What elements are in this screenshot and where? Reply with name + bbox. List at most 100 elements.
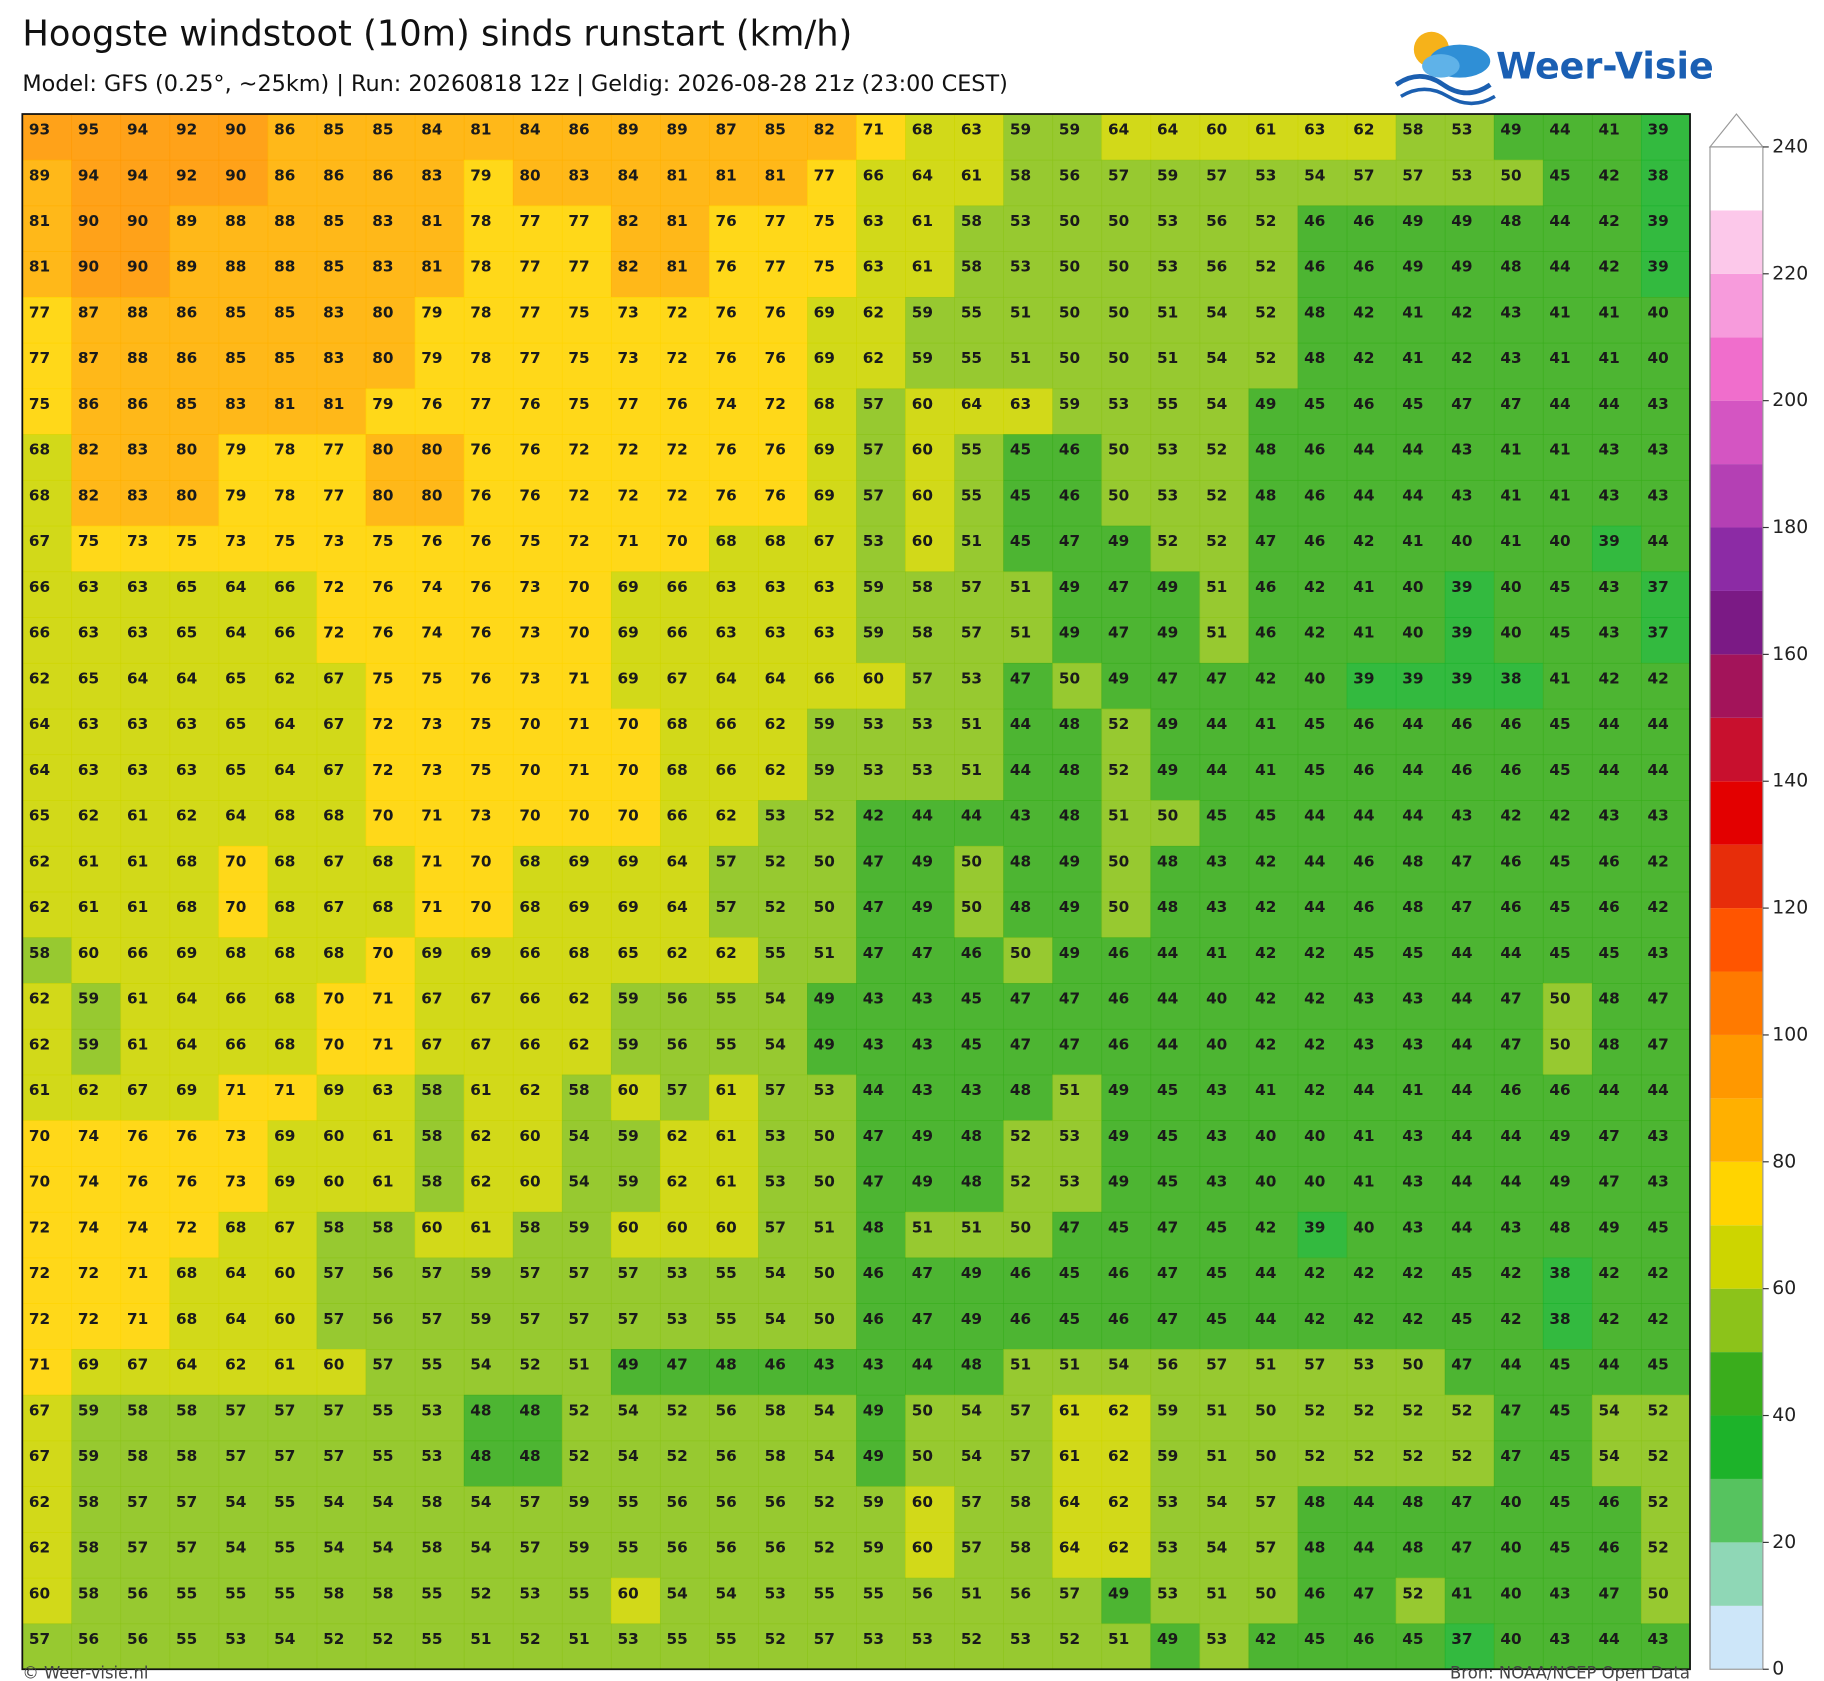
wind-value: 52: [1648, 1493, 1669, 1511]
wind-value: 47: [863, 852, 884, 870]
wind-value: 43: [1402, 1127, 1423, 1145]
wind-cell: [1003, 1486, 1054, 1533]
wind-cell: [218, 1486, 269, 1533]
wind-cell: [169, 1303, 220, 1350]
wind-cell: [709, 1257, 759, 1305]
wind-value: 52: [1010, 1173, 1031, 1191]
wind-value: 65: [225, 669, 246, 687]
wind-cell: [512, 571, 563, 618]
wind-cell: [709, 1303, 759, 1350]
wind-cell: [463, 1028, 514, 1076]
wind-cell: [1101, 296, 1152, 344]
wind-cell: [1542, 434, 1593, 481]
wind-cell: [709, 1349, 759, 1396]
wind-value: 40: [1206, 990, 1227, 1008]
wind-cell: [169, 845, 220, 893]
colorbar-band: [1710, 1605, 1763, 1670]
wind-value: 42: [1402, 1310, 1423, 1328]
wind-value: 68: [716, 532, 737, 550]
wind-value: 41: [1549, 669, 1570, 687]
wind-value: 69: [814, 441, 835, 459]
wind-value: 48: [1010, 852, 1031, 870]
wind-value: 59: [912, 349, 933, 367]
wind-value: 80: [372, 486, 393, 504]
wind-value: 59: [470, 1264, 491, 1282]
wind-value: 73: [225, 532, 246, 550]
wind-cell: [1101, 1440, 1152, 1487]
wind-cell: [1444, 1257, 1495, 1305]
wind-value: 40: [1648, 349, 1669, 367]
wind-cell: [512, 1532, 563, 1579]
wind-value: 94: [127, 166, 148, 184]
wind-value: 56: [372, 1264, 393, 1282]
wind-value: 48: [716, 1356, 737, 1374]
wind-value: 63: [78, 624, 99, 642]
wind-cell: [512, 754, 563, 801]
wind-cell: [1297, 1349, 1348, 1396]
wind-cell: [1591, 754, 1642, 801]
wind-value: 66: [519, 944, 540, 962]
wind-value: 58: [421, 1173, 442, 1191]
wind-cell: [905, 342, 955, 390]
wind-cell: [1493, 891, 1544, 939]
colorbar-band: [1710, 146, 1763, 211]
wind-cell: [610, 114, 661, 161]
wind-cell: [1003, 1028, 1054, 1076]
wind-cell: [218, 1440, 269, 1487]
wind-value: 49: [1157, 715, 1178, 733]
wind-cell: [1640, 1166, 1691, 1213]
wind-cell: [1003, 1211, 1054, 1259]
wind-cell: [561, 296, 612, 344]
wind-value: 63: [961, 121, 982, 139]
wind-cell: [807, 1074, 857, 1122]
wind-value: 79: [421, 349, 442, 367]
wind-value: 53: [667, 1310, 688, 1328]
wind-value: 61: [274, 1356, 295, 1374]
wind-value: 55: [961, 486, 982, 504]
wind-cell: [1101, 205, 1152, 252]
wind-value: 53: [1059, 1173, 1080, 1191]
wind-value: 60: [617, 1081, 638, 1099]
wind-value: 55: [716, 1630, 737, 1648]
wind-value: 56: [716, 1493, 737, 1511]
wind-cell: [120, 159, 171, 207]
wind-value: 53: [1108, 395, 1129, 413]
wind-value: 47: [667, 1356, 688, 1374]
wind-value: 42: [1255, 1630, 1276, 1648]
colorbar-band: [1710, 1478, 1763, 1543]
wind-cell: [1101, 983, 1152, 1030]
wind-cell: [856, 1486, 906, 1533]
wind-cell: [856, 479, 906, 527]
wind-value: 44: [1451, 990, 1472, 1008]
wind-cell: [71, 159, 122, 207]
wind-cell: [414, 114, 465, 161]
wind-value: 40: [1304, 1127, 1325, 1145]
wind-cell: [1395, 845, 1446, 893]
wind-value: 74: [421, 578, 442, 596]
wind-value: 47: [1059, 532, 1080, 550]
wind-value: 55: [1157, 395, 1178, 413]
wind-cell: [1395, 1303, 1446, 1350]
wind-cell: [856, 1440, 906, 1487]
wind-value: 85: [274, 349, 295, 367]
wind-cell: [1052, 1577, 1103, 1625]
wind-cell: [905, 1257, 955, 1305]
wind-value: 46: [863, 1310, 884, 1328]
wind-value: 45: [1010, 441, 1031, 459]
wind-cell: [169, 1394, 220, 1442]
wind-cell: [463, 1577, 514, 1625]
wind-value: 58: [127, 1401, 148, 1419]
wind-cell: [1640, 1028, 1691, 1076]
wind-value: 47: [1157, 1264, 1178, 1282]
wind-value: 51: [568, 1630, 589, 1648]
wind-value: 43: [912, 1035, 933, 1053]
wind-value: 77: [470, 395, 491, 413]
wind-value: 45: [1206, 1310, 1227, 1328]
wind-value: 66: [863, 166, 884, 184]
wind-value: 53: [1255, 166, 1276, 184]
wind-cell: [267, 205, 318, 252]
wind-value: 63: [372, 1081, 393, 1099]
wind-cell: [1248, 1120, 1299, 1167]
wind-value: 62: [568, 990, 589, 1008]
wind-value: 63: [78, 761, 99, 779]
